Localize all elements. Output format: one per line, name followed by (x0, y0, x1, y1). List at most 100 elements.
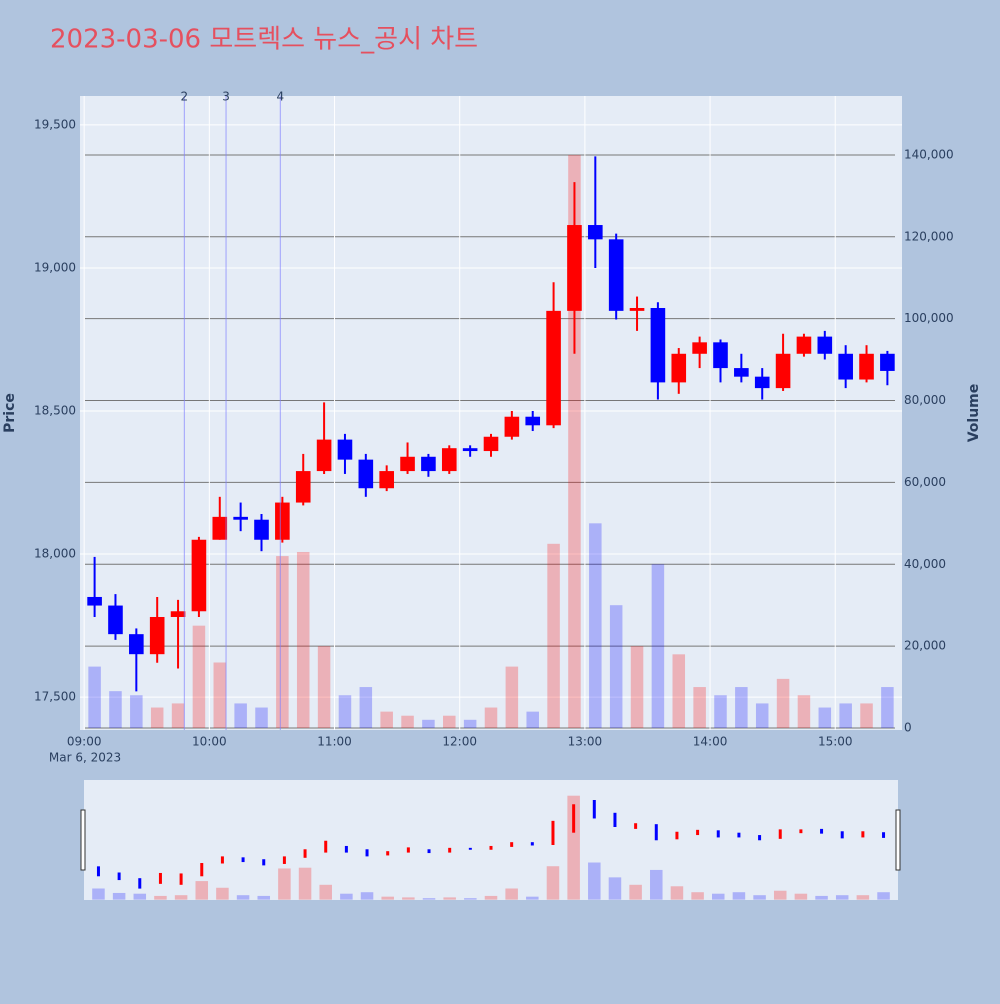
slider-handle[interactable] (80, 809, 86, 871)
volume-bar (213, 662, 227, 728)
candle-body (692, 342, 707, 354)
slider-volume-bar (712, 893, 725, 900)
y2-tick-label: 20,000 (904, 639, 946, 653)
candle-body (838, 353, 853, 380)
volume-bar (422, 719, 435, 728)
annotation-label: 3 (222, 90, 230, 104)
slider-volume-bar (815, 895, 828, 900)
slider-volume-bar (526, 896, 539, 900)
candle-body (275, 502, 290, 540)
y2-tick-label: 40,000 (904, 557, 946, 571)
candle-body (525, 416, 541, 426)
candle-body (650, 308, 666, 383)
slider-volume-bar (505, 888, 518, 900)
candle-body (817, 336, 833, 354)
y2-tick-label: 140,000 (904, 147, 954, 161)
volume-bar (317, 646, 331, 728)
range-slider[interactable] (84, 780, 898, 900)
volume-bar (380, 711, 393, 728)
slider-volume-bar (112, 892, 126, 900)
volume-bar (484, 707, 498, 728)
slider-volume-bar (608, 877, 622, 900)
candle-body (295, 471, 311, 503)
volume-bar (860, 703, 873, 728)
volume-bar (150, 707, 164, 728)
y2-tick-label: 0 (904, 720, 912, 734)
slider-volume-bar (154, 895, 167, 900)
slider-volume-bar (319, 884, 332, 900)
slider-volume-bar (278, 868, 291, 900)
slider-handle[interactable] (895, 809, 901, 871)
candle-body (546, 310, 561, 426)
candle-body (212, 516, 228, 540)
candle-body (504, 416, 520, 437)
volume-bar (651, 564, 665, 728)
candle-body (859, 353, 874, 380)
slider-volume-bar (691, 892, 704, 900)
candle-body (775, 353, 791, 389)
candle-body (379, 471, 394, 489)
slider-volume-bar (236, 895, 250, 900)
candle-body (87, 596, 102, 606)
volume-bar (714, 695, 727, 728)
y2-tick-label: 120,000 (904, 229, 954, 243)
slider-volume-bar (92, 888, 105, 900)
candle-body (754, 376, 770, 389)
volume-bar (776, 678, 790, 728)
volume-bar (443, 715, 456, 728)
x-tick-label: 13:00 (568, 735, 603, 749)
x-tick-label: 14:00 (693, 735, 728, 749)
y-tick-label: 19,000 (34, 260, 76, 274)
x-tick-label: 09:00 (67, 735, 102, 749)
candle-body (567, 225, 582, 311)
candle-body (254, 519, 269, 540)
slider-volume-bar (298, 867, 312, 900)
chart-title: 2023-03-06 모트렉스 뉴스_공시 차트 (50, 25, 478, 55)
volume-bar (109, 691, 122, 728)
volume-bar (526, 711, 539, 728)
slider-volume-bar (422, 898, 436, 900)
y-tick-label: 18,500 (34, 403, 76, 417)
slider-volume-bar (546, 866, 560, 900)
volume-bar (630, 646, 644, 728)
candle-body (734, 368, 749, 377)
slider-volume-bar (174, 895, 188, 900)
volume-bar (547, 543, 560, 728)
slider-volume-bar (567, 795, 580, 900)
volume-bar (276, 556, 289, 728)
candle-body (441, 448, 457, 472)
x-tick-label: 15:00 (818, 735, 853, 749)
slider-volume-bar (257, 895, 270, 900)
slider-volume-bar (732, 892, 746, 900)
slider-volume-bar (877, 892, 890, 900)
y-tick-label: 19,500 (34, 117, 76, 131)
x-tick-label: 12:00 (442, 735, 477, 749)
volume-bar (818, 707, 832, 728)
slider-volume-bar (443, 897, 456, 900)
candle-body (880, 353, 895, 371)
volume-bar (755, 703, 769, 728)
annotation-label: 2 (180, 90, 188, 104)
y2-title: Volume (966, 384, 982, 443)
x-tick-label: 10:00 (192, 735, 227, 749)
volume-bar (589, 523, 602, 728)
slider-volume-bar (650, 869, 663, 900)
slider-volume-bar (856, 895, 870, 900)
slider-volume-bar (484, 895, 498, 900)
candle-body (337, 439, 353, 460)
volume-bar (234, 703, 247, 728)
volume-bar (463, 719, 477, 728)
slider-volume-bar (216, 887, 229, 900)
volume-bar (693, 687, 706, 728)
candle-body (233, 516, 248, 520)
candle-body (462, 448, 478, 452)
volume-bar (401, 715, 414, 728)
slider-volume-bar (381, 896, 394, 900)
x-tick-label: 11:00 (317, 735, 352, 749)
candle-body (316, 439, 332, 472)
candle-body (129, 634, 144, 655)
candle-body (483, 436, 499, 452)
slider-volume-bar (195, 881, 209, 900)
volume-bar (672, 654, 686, 728)
slider-volume-bar (794, 893, 808, 900)
